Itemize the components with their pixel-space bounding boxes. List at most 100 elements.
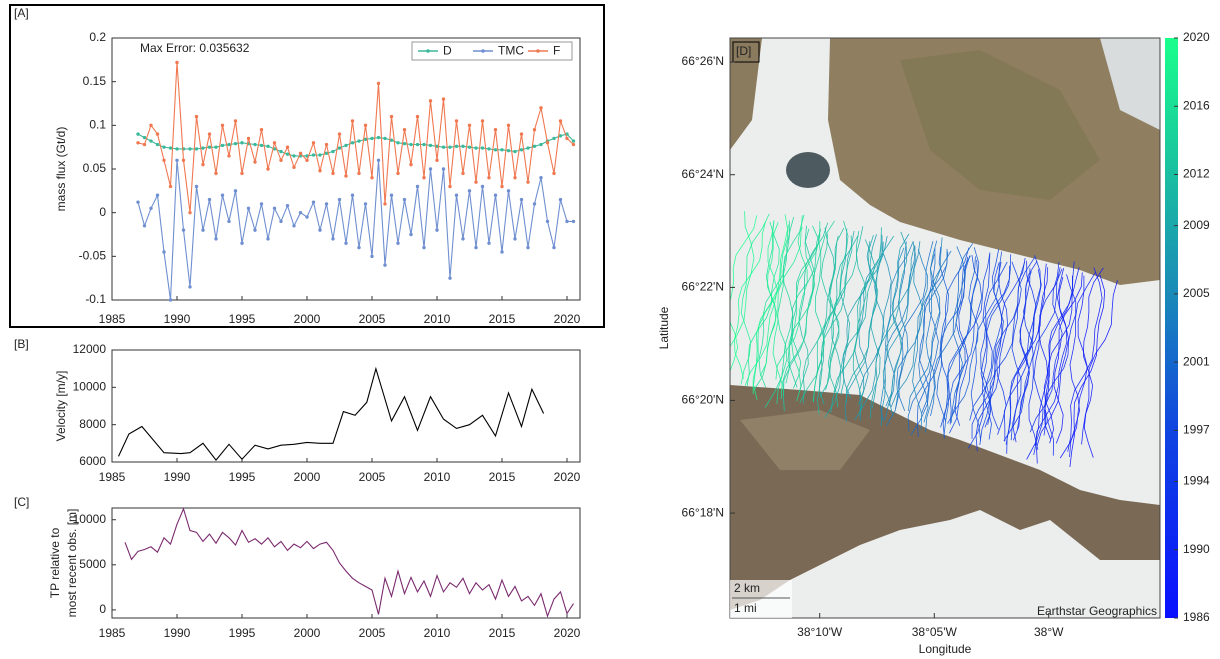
data-point — [565, 137, 568, 140]
data-point — [312, 141, 315, 144]
data-point — [331, 172, 334, 175]
data-point — [149, 124, 152, 127]
y-tick-label: 66°26'N — [682, 54, 724, 68]
colorbar-tick-label: 2012 — [1183, 167, 1210, 181]
data-point — [461, 145, 464, 148]
x-tick-label: 2000 — [294, 312, 321, 326]
y-axis-label: mass flux (Gt/d) — [54, 127, 68, 212]
data-point — [370, 176, 373, 179]
data-point — [539, 176, 542, 179]
x-tick-label: 2020 — [554, 312, 581, 326]
data-point — [156, 143, 159, 146]
x-tick-label: 2000 — [294, 470, 321, 484]
data-point — [344, 242, 347, 245]
data-point — [383, 137, 386, 140]
data-point — [422, 143, 425, 146]
data-point — [318, 169, 321, 172]
data-point — [455, 145, 458, 148]
plot-area — [112, 38, 580, 300]
data-point — [188, 285, 191, 288]
colorbar-tick-label: 1990 — [1183, 542, 1210, 556]
data-point — [136, 200, 139, 203]
data-point — [175, 61, 178, 64]
annotation: Max Error: 0.035632 — [140, 41, 250, 55]
legend-label: TMC — [498, 44, 524, 58]
data-point — [455, 119, 458, 122]
data-point — [442, 97, 445, 100]
x-tick-label: 2020 — [554, 626, 581, 640]
data-point — [240, 141, 243, 144]
data-point — [552, 137, 555, 140]
data-point — [195, 185, 198, 188]
data-point — [474, 146, 477, 149]
scale-label: 1 mi — [734, 601, 757, 615]
x-tick-label: 2015 — [489, 626, 516, 640]
data-point — [422, 246, 425, 249]
panel-label: [D] — [736, 44, 751, 58]
x-tick-label: 1995 — [229, 312, 256, 326]
data-point — [546, 220, 549, 223]
y-tick-label: 12000 — [73, 342, 107, 356]
x-tick-label: 1990 — [164, 312, 191, 326]
data-point — [357, 172, 360, 175]
data-point — [143, 143, 146, 146]
colorbar-tick-label: 2016 — [1183, 98, 1210, 112]
data-point — [240, 242, 243, 245]
data-point — [448, 185, 451, 188]
data-point — [351, 141, 354, 144]
data-point — [221, 144, 224, 147]
data-point — [136, 132, 139, 135]
data-point — [474, 246, 477, 249]
data-point — [357, 139, 360, 142]
data-point — [240, 172, 243, 175]
data-point — [156, 194, 159, 197]
colorbar — [1165, 38, 1178, 618]
data-point — [572, 139, 575, 142]
data-point — [403, 142, 406, 145]
data-point — [429, 167, 432, 170]
data-point — [325, 143, 328, 146]
colorbar-tick-label: 2009 — [1183, 218, 1210, 232]
colorbar-tick-label: 1994 — [1183, 474, 1210, 488]
x-tick-label: 2010 — [424, 312, 451, 326]
x-tick-label: 2015 — [489, 470, 516, 484]
data-point — [572, 143, 575, 146]
x-tick-label: 38°05'W — [912, 625, 958, 639]
data-point — [390, 115, 393, 118]
data-point — [338, 146, 341, 149]
data-point — [279, 220, 282, 223]
data-point — [338, 132, 341, 135]
data-point — [513, 237, 516, 240]
data-point — [520, 148, 523, 151]
data-point — [396, 141, 399, 144]
data-point — [526, 246, 529, 249]
x-tick-label: 38°10'W — [797, 625, 843, 639]
data-point — [175, 159, 178, 162]
data-point — [247, 207, 250, 210]
data-point — [188, 211, 191, 214]
data-point — [468, 145, 471, 148]
x-axis-label: Longitude — [919, 642, 972, 656]
x-tick-label: 2005 — [359, 626, 386, 640]
y-tick-label: 0.1 — [89, 118, 106, 132]
data-point — [227, 154, 230, 157]
data-point — [136, 141, 139, 144]
data-point — [331, 237, 334, 240]
data-point — [468, 189, 471, 192]
panel-label: [A] — [14, 6, 29, 20]
data-point — [481, 146, 484, 149]
data-point — [494, 128, 497, 131]
data-point — [559, 119, 562, 122]
data-point — [442, 167, 445, 170]
data-point — [513, 150, 516, 153]
data-point — [500, 185, 503, 188]
data-point — [318, 153, 321, 156]
data-point — [383, 263, 386, 266]
data-point — [318, 228, 321, 231]
data-point — [201, 228, 204, 231]
y-axis-label: TP relative to — [48, 527, 62, 598]
colorbar-tick-label: 2020 — [1183, 30, 1210, 44]
x-tick-label: 1990 — [164, 470, 191, 484]
panel-label: [C] — [14, 495, 29, 509]
data-point — [156, 132, 159, 135]
